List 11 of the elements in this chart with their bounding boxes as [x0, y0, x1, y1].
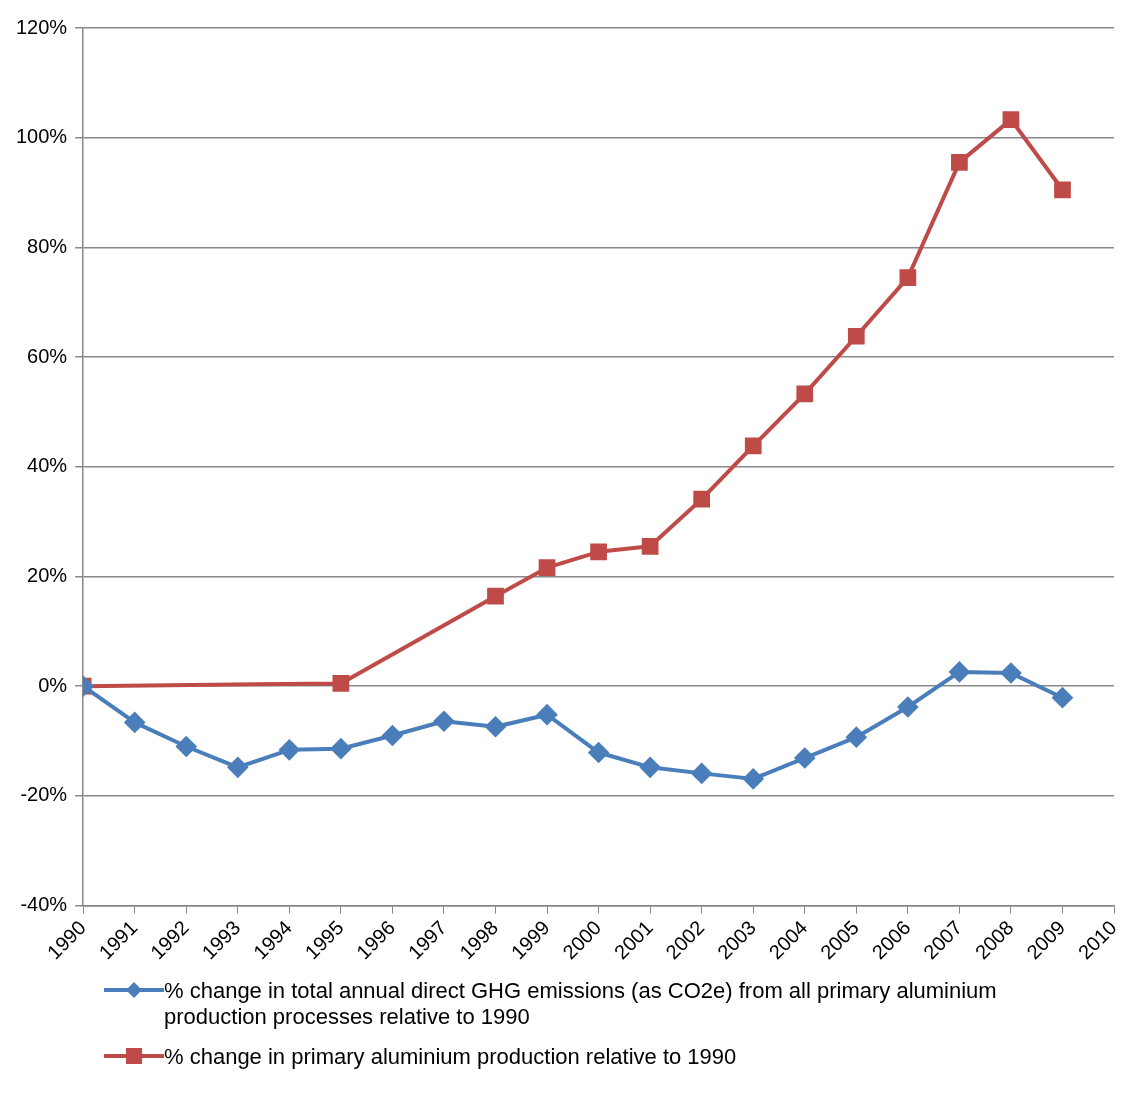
y-tick-label: 0% [38, 673, 68, 696]
y-tick-label: -40% [20, 893, 68, 916]
y-tick-label: 40% [27, 454, 68, 477]
y-tick-label: 120% [16, 15, 68, 38]
y-tick-label: 20% [27, 564, 68, 586]
y-tick-label: 100% [16, 125, 68, 148]
legend-label: % change in total annual direct GHG emissions (as CO2e) from all primary aluminium production processes relative to 1990 [164, 978, 998, 1030]
legend-label: % change in primary aluminium production relative to 1990 [164, 1044, 737, 1070]
y-tick-label: -20% [20, 783, 68, 806]
y-tick-label: 80% [27, 234, 68, 257]
y-tick-label: 60% [27, 344, 68, 367]
